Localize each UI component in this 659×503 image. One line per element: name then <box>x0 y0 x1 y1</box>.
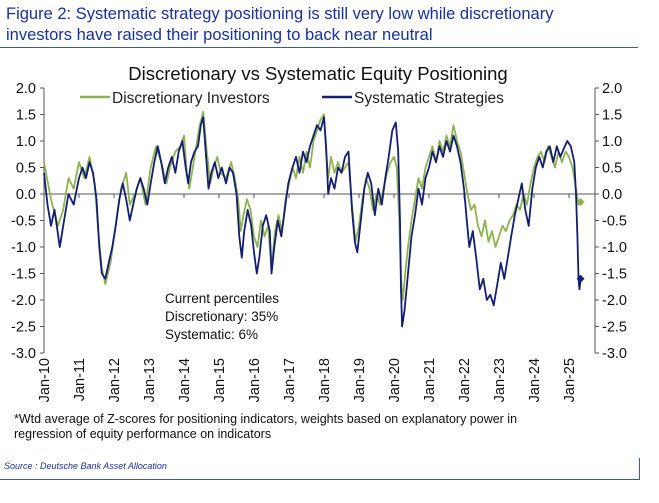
y-tick-label-left: -2.0 <box>11 293 36 309</box>
corner-rule <box>639 458 640 479</box>
x-tick-label: Jan-23 <box>492 358 508 402</box>
legend-label-discretionary: Discretionary Investors <box>112 90 270 107</box>
footnote-line-1: *Wtd average of Z-scores for positioning… <box>14 412 518 426</box>
x-tick-label: Jan-12 <box>107 358 123 402</box>
x-tick-label: Jan-13 <box>142 358 158 402</box>
y-tick-label-right: 0.5 <box>602 161 622 177</box>
positioning-chart: Discretionary vs Systematic Equity Posit… <box>11 63 627 402</box>
x-tick-label: Jan-20 <box>387 358 403 402</box>
x-tick-label: Jan-10 <box>37 358 53 402</box>
y-tick-label-left: -1.5 <box>11 267 36 283</box>
bottom-divider <box>0 479 640 480</box>
y-tick-label-right: 1.5 <box>602 108 622 124</box>
title-divider <box>0 47 638 48</box>
y-tick-label-right: -0.5 <box>602 214 627 230</box>
y-tick-label-left: -2.5 <box>11 320 36 336</box>
x-tick-label: Jan-22 <box>457 358 473 402</box>
x-tick-label: Jan-21 <box>422 358 438 402</box>
figure-title-line-2: investors have raised their positioning … <box>6 26 433 44</box>
y-tick-label-left: -0.5 <box>11 214 36 230</box>
x-tick-label: Jan-14 <box>177 358 193 402</box>
x-tick-label: Jan-16 <box>247 358 263 402</box>
y-tick-label-left: 1.0 <box>16 134 36 150</box>
source-note: Source : Deutsche Bank Asset Allocation <box>4 461 167 471</box>
annotation-discretionary: Discretionary: 35% <box>165 309 278 324</box>
series-line-discretionary <box>43 110 582 301</box>
y-tick-label-right: -2.5 <box>602 320 627 336</box>
x-tick-label: Jan-11 <box>72 358 88 401</box>
legend: Discretionary Investors Systematic Strat… <box>80 90 504 107</box>
x-tick-label: Jan-15 <box>212 358 228 402</box>
chart-title: Discretionary vs Systematic Equity Posit… <box>128 63 507 84</box>
y-tick-label-right: 0.0 <box>602 187 622 203</box>
x-tick-label: Jan-25 <box>562 358 578 402</box>
y-tick-label-right: -1.0 <box>602 240 627 256</box>
footnote-line-2: regression of equity performance on indi… <box>14 427 272 441</box>
series-line-systematic <box>43 116 582 328</box>
legend-label-systematic: Systematic Strategies <box>354 90 504 107</box>
y-tick-label-left: 1.5 <box>16 108 36 124</box>
y-tick-label-left: 0.0 <box>16 187 36 203</box>
x-tick-label: Jan-18 <box>317 358 333 402</box>
y-tick-label-right: -3.0 <box>602 346 627 362</box>
x-tick-label: Jan-19 <box>352 358 368 402</box>
annotation-heading: Current percentiles <box>165 291 279 306</box>
x-tick-label: Jan-17 <box>282 358 298 402</box>
y-tick-label-left: -1.0 <box>11 240 36 256</box>
y-tick-label-left: 0.5 <box>16 161 36 177</box>
y-tick-label-right: 1.0 <box>602 134 622 150</box>
percentiles-annotation: Current percentiles Discretionary: 35% S… <box>165 291 279 342</box>
y-tick-label-right: 2.0 <box>602 81 622 97</box>
figure-title-line-1: Figure 2: Systematic strategy positionin… <box>6 5 554 23</box>
y-tick-label-right: -1.5 <box>602 267 627 283</box>
series-layer <box>43 110 585 328</box>
x-tick-label: Jan-24 <box>527 358 543 402</box>
figure-title: Figure 2: Systematic strategy positionin… <box>6 4 646 46</box>
axes: 2.0 2.0 1.5 1.5 1.0 1.0 0.5 0.5 0.0 0.0 -0.5 -0.5 -1… <box>11 81 627 402</box>
marker-last-systematic <box>576 274 585 283</box>
y-tick-label-left: 2.0 <box>16 81 36 97</box>
y-tick-label-left: -3.0 <box>11 346 36 362</box>
footnote: *Wtd average of Z-scores for positioning… <box>14 412 614 442</box>
marker-last-discretionary <box>576 197 585 206</box>
y-tick-label-right: -2.0 <box>602 293 627 309</box>
annotation-systematic: Systematic: 6% <box>165 327 258 342</box>
